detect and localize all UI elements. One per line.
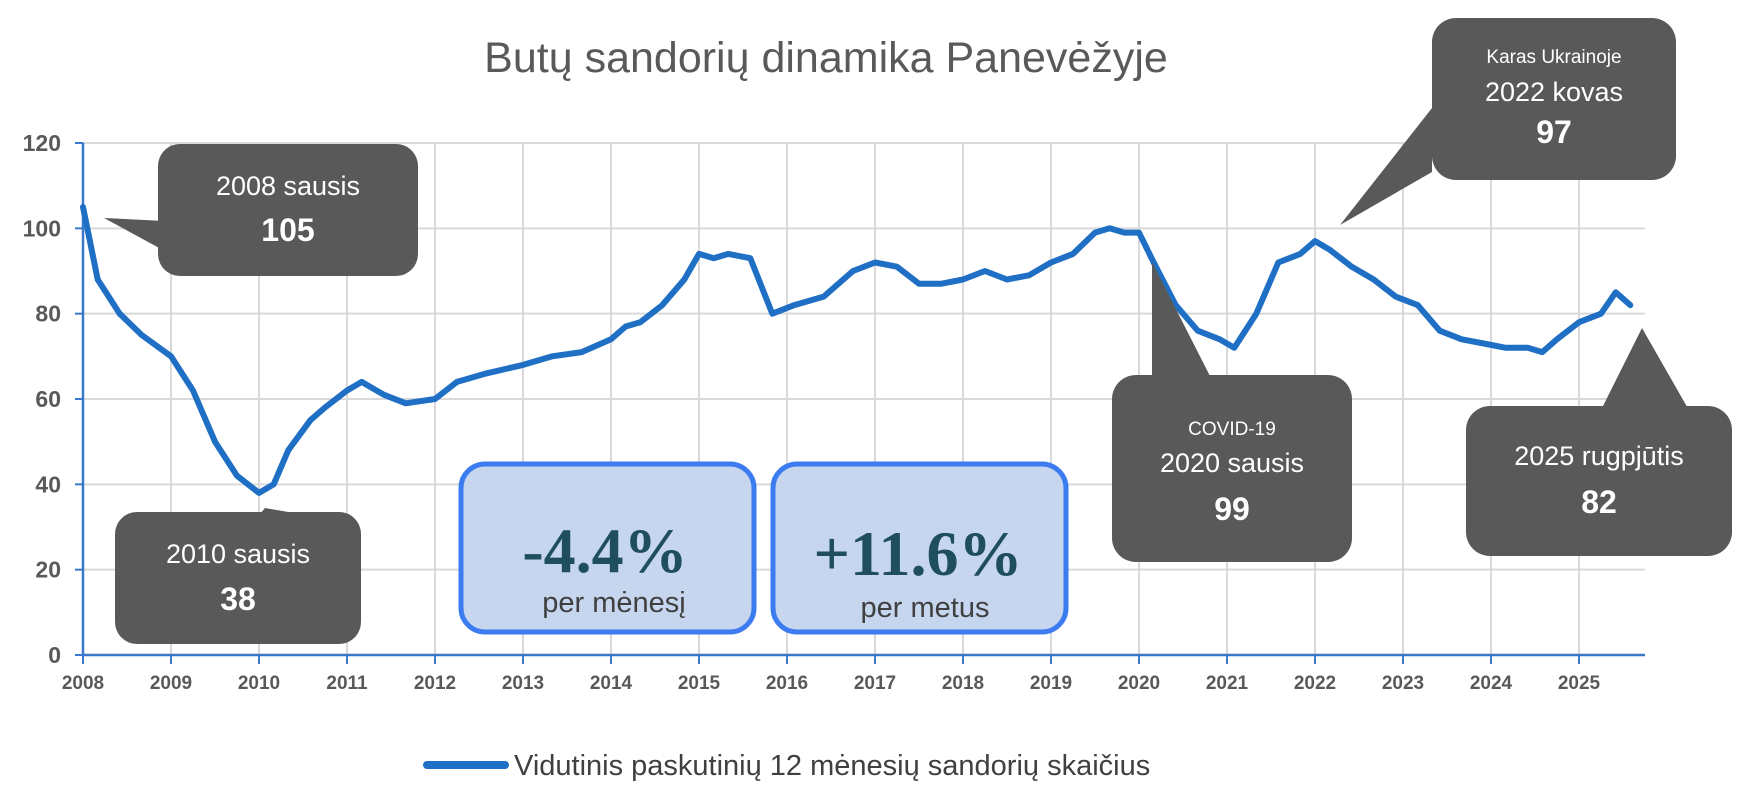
x-tick-label: 2024 [1470, 673, 1513, 694]
x-tick-label: 2018 [942, 673, 984, 694]
stat-yearly-box [770, 461, 1069, 635]
callout-2010-value: 38 [220, 581, 256, 617]
x-tick-label: 2023 [1382, 673, 1424, 694]
x-axis-ticks: 2008 2009 2010 2011 2012 2013 2014 2015 2016 2017… [62, 655, 1601, 694]
callout-2022-value: 97 [1536, 114, 1572, 150]
callout-2010: 2010 sausis 38 [115, 508, 361, 644]
callout-2020: COVID-19 2020 sausis 99 [1112, 262, 1352, 562]
callout-2020-label: 2020 sausis [1160, 448, 1304, 478]
callout-2025-box [1466, 406, 1732, 556]
x-tick-label: 2009 [150, 673, 192, 694]
callout-2025-label: 2025 rugpjūtis [1514, 441, 1684, 471]
y-tick-label: 120 [23, 130, 61, 156]
callout-2025-value: 82 [1581, 484, 1617, 520]
x-tick-label: 2021 [1206, 673, 1249, 694]
x-tick-label: 2011 [326, 673, 368, 694]
stat-monthly-value: -4.4% [522, 515, 687, 586]
x-tick-label: 2010 [238, 673, 280, 694]
callout-2010-label: 2010 sausis [166, 539, 310, 569]
callout-2025: 2025 rugpjūtis 82 [1466, 328, 1732, 556]
x-tick-label: 2016 [766, 673, 808, 694]
y-tick-label: 0 [48, 642, 61, 668]
x-tick-label: 2025 [1558, 673, 1601, 694]
callout-2022-box [1432, 18, 1676, 180]
x-tick-label: 2017 [854, 673, 896, 694]
callout-2025-pointer [1600, 328, 1690, 412]
series-layer [80, 204, 1634, 496]
y-tick-label: 100 [23, 215, 61, 241]
callout-2008: 2008 sausis 105 [104, 144, 418, 276]
stat-monthly: -4.4% per mėnesį [458, 461, 757, 635]
stat-yearly-label: per metus [861, 592, 990, 624]
callout-2022-label: 2022 kovas [1485, 77, 1623, 107]
stat-yearly-value: +11.6% [814, 518, 1023, 589]
stat-monthly-box [458, 461, 757, 635]
callout-2020-box [1112, 375, 1352, 562]
legend-label: Vidutinis paskutinių 12 mėnesių sandorių… [514, 750, 1150, 782]
series-line [80, 204, 1634, 496]
stat-monthly-label: per mėnesį [542, 587, 685, 619]
callout-2022-pointer [1340, 108, 1432, 225]
x-tick-label: 2019 [1030, 673, 1072, 694]
callout-2010-box [115, 512, 361, 644]
x-tick-label: 2020 [1118, 673, 1160, 694]
x-tick-label: 2015 [678, 673, 721, 694]
axes [81, 143, 1645, 657]
stat-yearly: +11.6% per metus [770, 461, 1069, 635]
y-tick-label: 40 [35, 471, 61, 497]
legend: Vidutinis paskutinių 12 mėnesių sandorių… [423, 750, 1150, 782]
callout-2020-pointer [1152, 262, 1212, 380]
callout-2008-value: 105 [261, 212, 314, 248]
callout-2020-value: 99 [1214, 491, 1250, 527]
chart-title: Butų sandorių dinamika Panevėžyje [484, 34, 1168, 82]
y-axis-ticks: 0 20 40 60 80 100 120 [23, 130, 83, 668]
y-tick-label: 80 [35, 301, 61, 327]
callout-2008-label: 2008 sausis [216, 171, 360, 201]
callout-2022-small: Karas Ukrainoje [1486, 47, 1621, 68]
callout-2020-small: COVID-19 [1188, 419, 1276, 440]
y-tick-label: 60 [35, 386, 61, 412]
x-tick-label: 2012 [414, 673, 456, 694]
x-tick-label: 2013 [502, 673, 544, 694]
x-tick-label: 2022 [1294, 673, 1336, 694]
x-tick-label: 2008 [62, 673, 104, 694]
callout-2008-box [158, 144, 418, 276]
callout-2022: Karas Ukrainoje 2022 kovas 97 [1340, 18, 1676, 225]
x-tick-label: 2014 [590, 673, 633, 694]
y-tick-label: 20 [35, 557, 61, 583]
